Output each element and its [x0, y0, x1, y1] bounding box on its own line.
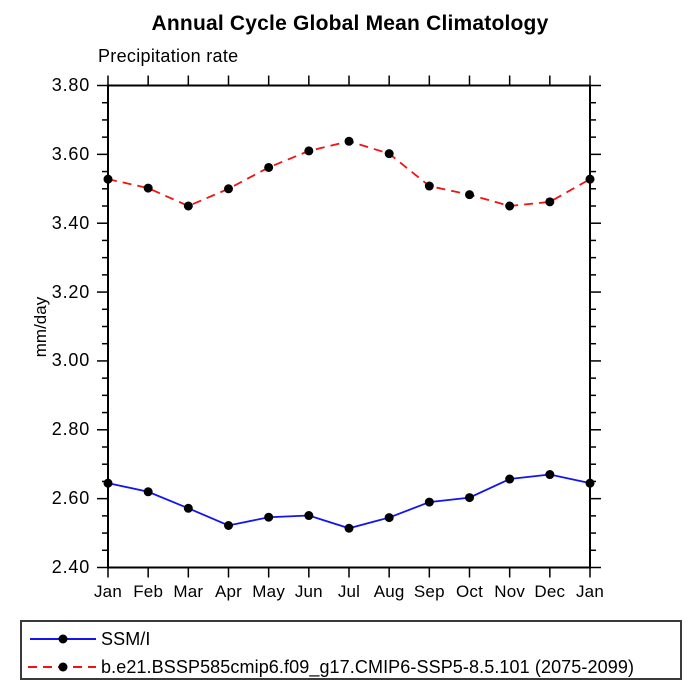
- legend-dashed-line-sample: [28, 662, 96, 672]
- data-point-s0: [224, 520, 233, 530]
- legend: SSM/I b.e21.BSSP585cmip6.f09_g17.CMIP6-S…: [20, 620, 682, 680]
- data-point-s1: [505, 201, 515, 211]
- legend-label-ssmi: SSM/I: [101, 628, 151, 649]
- data-point-s0: [505, 474, 515, 484]
- legend-solid-line-sample: [30, 634, 96, 644]
- series-line-0: [107, 473, 591, 530]
- legend-item-model: b.e21.BSSP585cmip6.f09_g17.CMIP6-SSP5-8.…: [26, 656, 635, 677]
- data-point-s0: [143, 487, 153, 497]
- data-point-s1: [424, 181, 434, 191]
- data-point-s0: [304, 511, 314, 521]
- data-point-s1: [183, 201, 193, 211]
- chart-subtitle: Precipitation rate: [98, 46, 239, 66]
- data-point-s1: [344, 136, 354, 146]
- data-point-s0: [424, 497, 434, 507]
- data-point-s0: [264, 512, 274, 522]
- series-line-1: [107, 140, 591, 207]
- data-point-s1: [304, 146, 314, 156]
- legend-marker-dot: [58, 634, 68, 644]
- plot-frame: [107, 84, 591, 569]
- data-point-s0: [465, 493, 474, 503]
- legend-label-model: b.e21.BSSP585cmip6.f09_g17.CMIP6-SSP5-8.…: [101, 656, 635, 677]
- legend-marker-dot: [58, 662, 68, 672]
- data-point-s0: [103, 478, 113, 488]
- data-point-s0: [344, 523, 354, 533]
- data-point-s1: [465, 190, 474, 200]
- data-point-s1: [384, 149, 394, 159]
- legend-item-ssmi: SSM/I: [26, 628, 151, 649]
- data-point-s0: [585, 478, 595, 488]
- data-point-s1: [585, 174, 595, 184]
- data-point-s0: [183, 503, 193, 513]
- chart-title: Annual Cycle Global Mean Climatology: [151, 12, 549, 35]
- data-point-s0: [545, 470, 555, 480]
- data-point-s1: [264, 162, 274, 172]
- data-point-s1: [545, 197, 555, 207]
- data-point-s1: [224, 184, 233, 194]
- data-point-s0: [384, 513, 394, 523]
- data-point-s1: [103, 174, 113, 184]
- data-point-s1: [143, 183, 153, 193]
